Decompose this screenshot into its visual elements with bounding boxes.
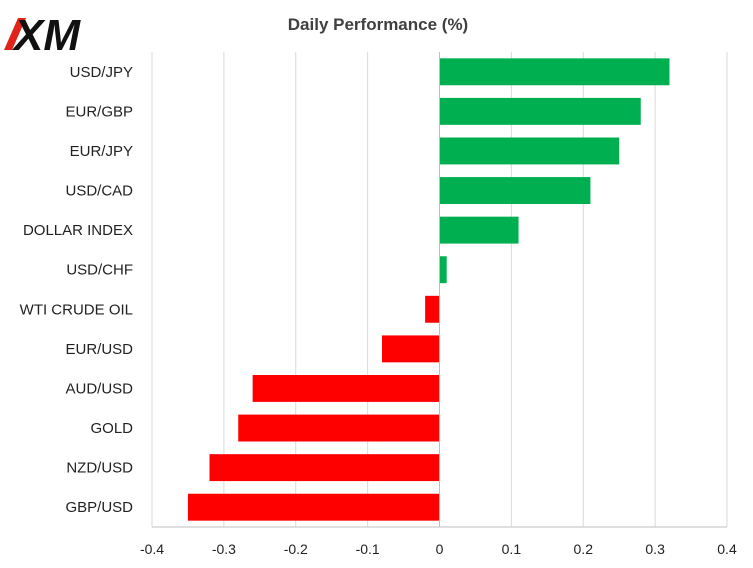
category-label: NZD/USD: [66, 460, 133, 477]
x-tick-label: -0.1: [356, 541, 380, 557]
category-label: DOLLAR INDEX: [23, 222, 133, 239]
x-tick-label: 0.1: [502, 541, 522, 557]
category-label: EUR/USD: [65, 341, 133, 358]
category-label: GOLD: [90, 420, 133, 437]
bar: [439, 177, 591, 204]
x-tick-label: 0.4: [717, 541, 737, 557]
bars: [187, 52, 670, 527]
category-label: AUD/USD: [65, 380, 133, 397]
bar: [439, 256, 447, 284]
category-label: EUR/JPY: [70, 143, 133, 160]
category-label: USD/JPY: [70, 64, 133, 81]
x-tick-label: 0: [436, 541, 444, 557]
xm-logo: XM: [4, 11, 81, 60]
xm-logo-red-stroke: [4, 18, 26, 50]
chart-title: Daily Performance (%): [288, 15, 468, 34]
bar: [382, 335, 440, 363]
bar: [187, 493, 440, 521]
xm-logo-text: XM: [11, 11, 81, 60]
x-tick-label: 0.2: [574, 541, 594, 557]
category-label: GBP/USD: [65, 499, 133, 516]
category-label: USD/CHF: [66, 262, 133, 279]
x-axis-tick-labels: -0.4 -0.3 -0.2 -0.1 0 0.1 0.2 0.3 0.4: [140, 541, 737, 557]
category-label: USD/CAD: [65, 183, 133, 200]
gridlines: [151, 52, 728, 528]
category-labels: USD/JPY EUR/GBP EUR/JPY USD/CAD DOLLAR INDEX…: [20, 64, 134, 516]
bar: [439, 216, 519, 244]
x-tick-label: -0.2: [284, 541, 308, 557]
category-label: EUR/GBP: [65, 103, 133, 120]
x-tick-label: 0.3: [645, 541, 665, 557]
x-tick-label: -0.4: [140, 541, 164, 557]
bar: [252, 375, 440, 402]
category-label: WTI CRUDE OIL: [20, 301, 133, 318]
bar: [425, 295, 440, 323]
bar: [439, 137, 620, 165]
bar: [238, 414, 440, 442]
bar: [439, 97, 641, 125]
bar: [439, 58, 670, 86]
x-tick-label: -0.3: [212, 541, 236, 557]
bar: [209, 454, 440, 482]
